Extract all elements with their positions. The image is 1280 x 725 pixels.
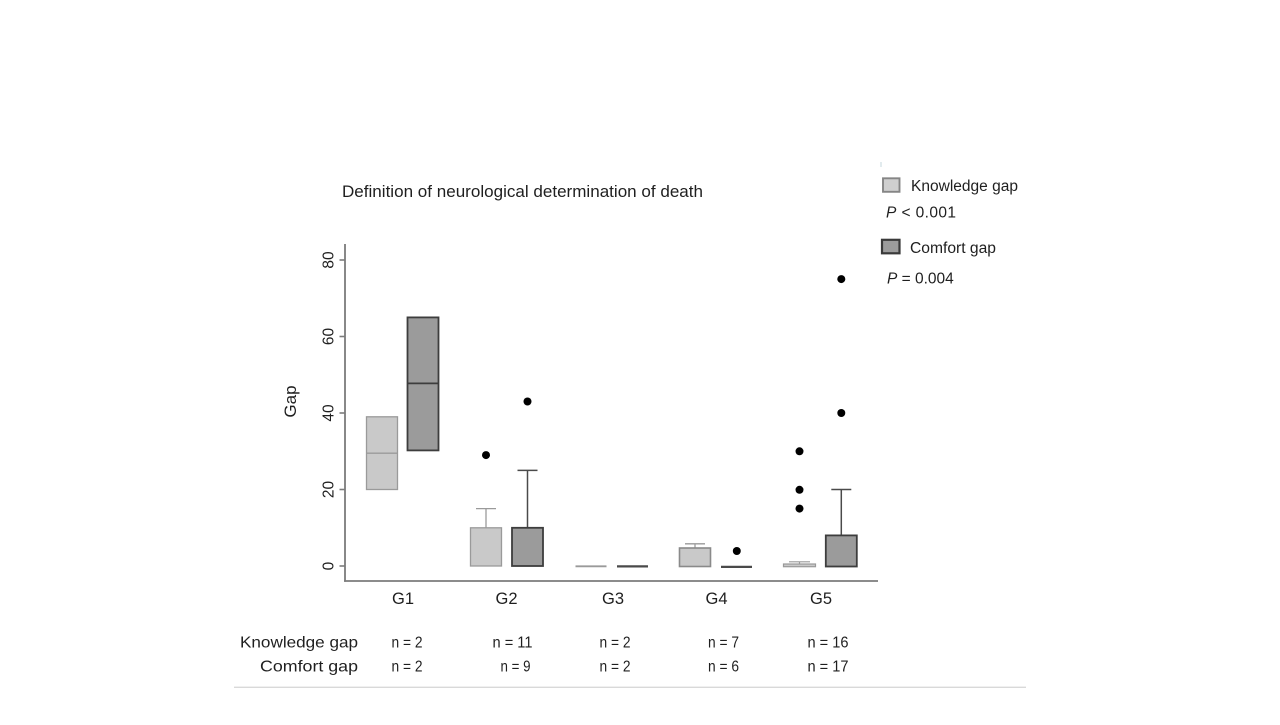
svg-text:Comfort gap: Comfort gap: [910, 240, 996, 257]
svg-text:Comfort gap: Comfort gap: [260, 658, 358, 675]
svg-text:G2: G2: [495, 590, 517, 608]
svg-text:n = 2: n = 2: [392, 635, 423, 652]
svg-text:20: 20: [321, 481, 338, 499]
svg-text:80: 80: [321, 251, 338, 269]
svg-text:G1: G1: [392, 590, 414, 608]
svg-text:G4: G4: [705, 590, 727, 608]
svg-text:Knowledge gap: Knowledge gap: [240, 635, 358, 652]
svg-text:40: 40: [321, 404, 338, 422]
svg-text:n = 9: n = 9: [501, 658, 531, 675]
svg-text:n = 17: n = 17: [808, 658, 849, 675]
svg-text:Knowledge gap: Knowledge gap: [911, 178, 1018, 195]
svg-text:0: 0: [321, 561, 338, 570]
svg-text:Gap: Gap: [281, 385, 300, 417]
svg-text:G5: G5: [810, 590, 832, 608]
svg-text:G3: G3: [602, 590, 624, 608]
svg-text:n = 7: n = 7: [708, 635, 739, 652]
svg-text:n = 16: n = 16: [808, 635, 849, 652]
svg-text:n = 2: n = 2: [392, 658, 423, 675]
svg-text:n = 11: n = 11: [493, 635, 533, 652]
svg-text:60: 60: [321, 328, 338, 346]
svg-text:P = 0.004: P = 0.004: [887, 271, 954, 288]
svg-text:n = 2: n = 2: [600, 658, 631, 675]
svg-text:P < 0.001: P < 0.001: [886, 205, 956, 222]
svg-text:Definition of neurological det: Definition of neurological determination…: [342, 182, 703, 201]
svg-text:n = 2: n = 2: [600, 635, 631, 652]
svg-text:n = 6: n = 6: [708, 658, 739, 675]
